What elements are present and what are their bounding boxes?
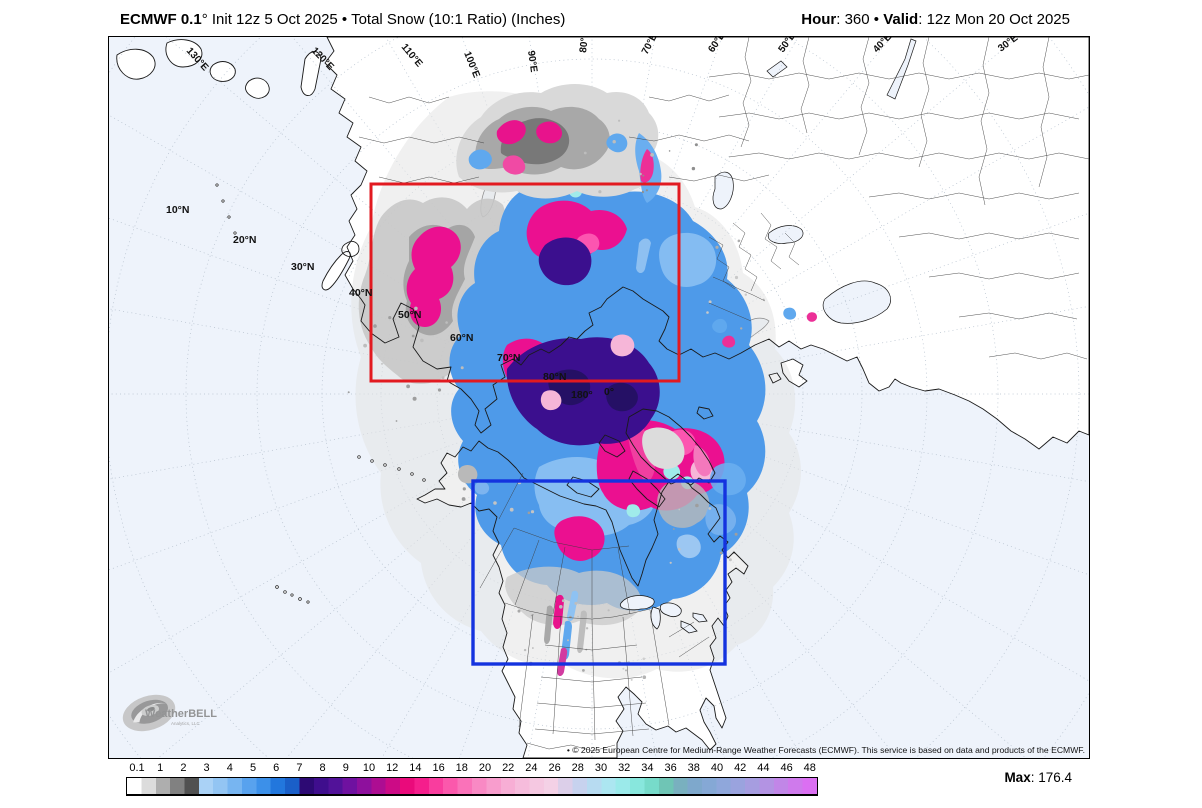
colorbar-tick-label: 48 [803,762,816,774]
colorbar-tick-label: 40 [710,762,724,774]
snow-colorbar: 0.1 1 2 3 4 5 6 7 8 9 10 12 14 16 18 20 22 24 26 28 30 32 34 36… [126,762,818,798]
blue-region-box [471,479,727,666]
colorbar-labels: 0.1 1 2 3 4 5 6 7 8 9 10 12 14 16 18 20 22 24 26 28 30 32 34 36… [126,762,818,776]
colorbar-tick-label: 14 [409,762,422,774]
colorbar-tick-label: 9 [342,762,349,774]
colorbar-tick-label: 22 [502,762,515,774]
colorbar-tick-label: 32 [618,762,631,774]
colorbar-tick-label: 24 [525,762,538,774]
lat-label: 80°N [543,371,566,383]
weather-map: 10°N 20°N 30°N 40°N 50°N 60°N 70°N 80°N … [109,37,1089,758]
valid-value: : 12z Mon 20 Oct 2025 [918,11,1070,28]
lat-label: 50°N [398,309,421,321]
colorbar-tick-label: 20 [478,762,492,774]
colorbar-tick-label: 1 [157,762,164,774]
max-number: : 176.4 [1030,770,1072,785]
pole-label-180: 180° [571,389,593,401]
colorbar-tick-label: 30 [594,762,608,774]
colorbar-tick-label: 8 [319,762,326,774]
colorbar-tick-label: 18 [455,762,468,774]
hour-value: : 360 • [836,11,884,28]
logo-swirl-icon [122,694,176,732]
copyright-credit: • © 2025 European Centre for Medium-Rang… [566,745,1085,755]
model-name: ECMWF 0.1 [120,11,202,28]
colorbar-gradient [126,777,818,796]
colorbar-tick-label: 26 [548,762,561,774]
map-title-left: ECMWF 0.1° Init 12z 5 Oct 2025 • Total S… [120,11,565,29]
colorbar-tick-label: 16 [432,762,445,774]
colorbar-tick-label: 46 [780,762,793,774]
colorbar-tick-label: 28 [571,762,584,774]
colorbar-tick-label: 44 [757,762,770,774]
lon-label: 90°E [525,50,539,73]
colorbar-tick-label: 12 [386,762,399,774]
colorbar-tick-label: 4 [226,762,233,774]
colorbar-tick-label: 0.1 [129,762,145,774]
logo-text: WeatherBELL [145,708,217,720]
colorbar-tick-label: 38 [687,762,700,774]
lat-label: 40°N [349,287,372,299]
red-region-box [369,182,681,383]
colorbar-tick-label: 42 [734,762,747,774]
colorbar-tick-label: 10 [362,762,376,774]
pole-label-0: 0° [604,386,614,398]
lat-label: 70°N [497,352,520,364]
weatherbell-logo: WeatherBELL Analytics, LLC [122,694,217,732]
init-info: ° Init 12z 5 Oct 2025 • Total Snow (10:1… [201,11,566,28]
lat-label: 10°N [166,204,189,216]
lat-label: 60°N [450,332,473,344]
max-label: Max [1004,770,1031,785]
colorbar-tick-label: 5 [249,762,257,774]
colorbar-tick-label: 6 [273,762,280,774]
colorbar-tick-label: 36 [664,762,677,774]
max-value: Max: 176.4 [1004,770,1072,785]
map-title-right: Hour: 360 • Valid: 12z Mon 20 Oct 2025 [801,11,1070,29]
colorbar-tick-label: 2 [180,762,187,774]
map-frame: 10°N 20°N 30°N 40°N 50°N 60°N 70°N 80°N … [108,36,1090,759]
colorbar-tick-label: 7 [296,762,303,774]
colorbar-tick-label: 34 [641,762,654,774]
snow-speckles [347,119,765,681]
valid-label: Valid [883,11,919,28]
lat-label: 30°N [291,261,314,273]
logo-subtext: Analytics, LLC [171,721,201,726]
island-dots [215,183,426,604]
lon-label: 80°E [578,37,591,53]
latitude-labels: 10°N 20°N 30°N 40°N 50°N 60°N 70°N 80°N … [166,204,614,401]
snow-field [351,84,817,679]
admin-borders [358,37,1089,752]
hour-label: Hour [801,11,837,28]
lat-label: 20°N [233,234,256,246]
colorbar-tick-label: 3 [203,762,210,774]
